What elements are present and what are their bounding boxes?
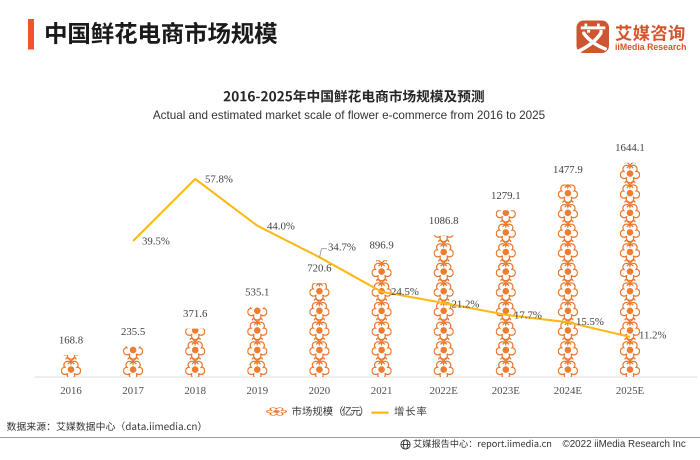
svg-text:2021: 2021 xyxy=(371,385,393,397)
svg-text:©2022 iiMedia Research Inc: ©2022 iiMedia Research Inc xyxy=(563,439,686,450)
svg-text:44.0%: 44.0% xyxy=(267,221,295,233)
svg-text:2022E: 2022E xyxy=(430,385,459,397)
svg-text:235.5: 235.5 xyxy=(121,326,145,338)
svg-text:2025E: 2025E xyxy=(616,385,645,397)
svg-text:11.2%: 11.2% xyxy=(639,330,667,342)
svg-text:Actual and estimated market sc: Actual and estimated market scale of flo… xyxy=(153,109,546,122)
svg-text:21.2%: 21.2% xyxy=(452,299,480,311)
svg-text:39.5%: 39.5% xyxy=(142,236,170,248)
svg-text:24.5%: 24.5% xyxy=(391,286,419,298)
svg-text:57.8%: 57.8% xyxy=(205,174,233,186)
svg-text:2017: 2017 xyxy=(122,385,144,397)
svg-text:34.7%: 34.7% xyxy=(328,242,356,254)
svg-text:1477.9: 1477.9 xyxy=(553,164,583,176)
svg-text:15.5%: 15.5% xyxy=(576,316,604,328)
svg-text:2019: 2019 xyxy=(247,385,269,397)
svg-text:371.6: 371.6 xyxy=(183,308,208,320)
svg-text:1644.1: 1644.1 xyxy=(615,142,645,154)
svg-text:2020: 2020 xyxy=(309,385,331,397)
svg-text:535.1: 535.1 xyxy=(245,287,269,299)
svg-text:17.7%: 17.7% xyxy=(514,310,542,322)
svg-text:2024E: 2024E xyxy=(554,385,583,397)
svg-text:2018: 2018 xyxy=(184,385,206,397)
svg-text:2016: 2016 xyxy=(60,385,82,397)
svg-text:896.9: 896.9 xyxy=(369,240,393,252)
svg-text:720.6: 720.6 xyxy=(307,263,332,275)
svg-text:168.8: 168.8 xyxy=(59,335,83,347)
svg-text:1279.1: 1279.1 xyxy=(491,190,521,202)
svg-text:1086.8: 1086.8 xyxy=(429,215,459,227)
svg-text:2023E: 2023E xyxy=(492,385,521,397)
svg-text:iiMedia Research: iiMedia Research xyxy=(615,42,687,53)
